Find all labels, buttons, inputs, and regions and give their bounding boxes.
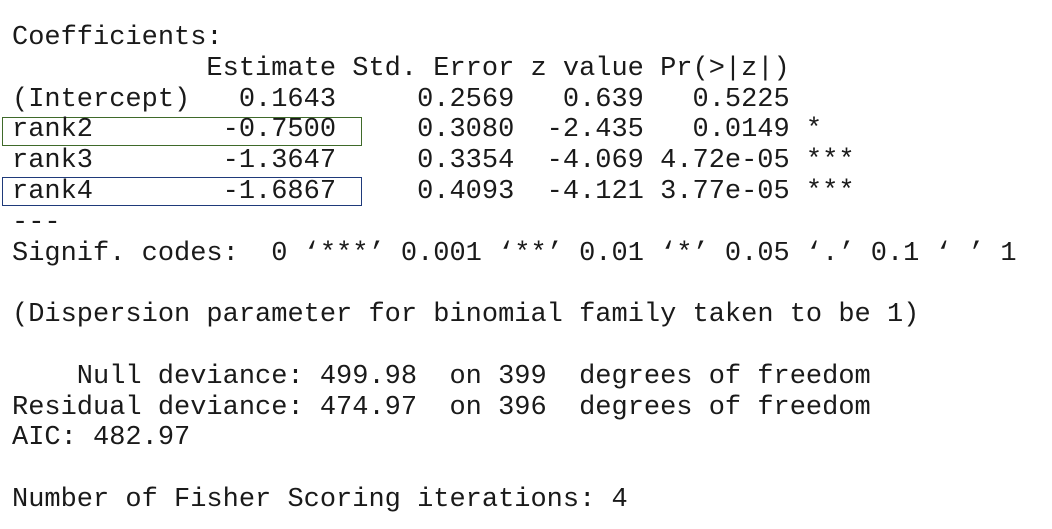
row-name: rank3 [12, 146, 94, 177]
column-header: z value [530, 53, 644, 84]
fisher-iterations: Number of Fisher Scoring iterations: 4 [12, 484, 628, 515]
dispersion: (Dispersion parameter for binomial famil… [12, 300, 920, 331]
cell: -0.7500 [222, 115, 337, 146]
cell: 0.5225 [692, 84, 790, 115]
cell: 0.3080 [417, 115, 515, 146]
table-row: rank2 -0.7500 0.3080 -2.435 0.0149 * [12, 115, 1017, 146]
cell: 0.1643 [238, 84, 337, 115]
signif-stars: *** [805, 146, 855, 177]
table-row: (Intercept) 0.1643 0.2569 0.639 0.5225 [12, 85, 1017, 116]
column-header: Pr(>|z|) [660, 53, 790, 84]
row-name: rank2 [12, 115, 94, 146]
cell: -1.3647 [222, 146, 337, 177]
cell: 0.639 [562, 84, 644, 115]
table-row: rank4 -1.6867 0.4093 -4.121 3.77e-05 *** [12, 177, 1017, 208]
cell: 3.77e-05 [660, 176, 790, 207]
cell: 0.0149 [692, 115, 790, 146]
table-row: rank3 -1.3647 0.3354 -4.069 4.72e-05 *** [12, 146, 1017, 177]
cell: -2.435 [546, 115, 644, 146]
table-header: Estimate Std. Error z value Pr(>|z|) [12, 54, 1017, 85]
column-header: Estimate [206, 53, 337, 84]
text-block: Coefficients: Estimate Std. Error z value P… [12, 23, 1017, 516]
blank [12, 269, 1017, 300]
highlight-box [2, 117, 362, 146]
column-header: Std. Error [352, 53, 515, 84]
blank [12, 454, 1017, 485]
cell: -4.069 [546, 146, 644, 177]
cell: -4.121 [546, 176, 644, 207]
table-body: (Intercept) 0.1643 0.2569 0.639 0.5225 rank2 -… [12, 85, 1017, 208]
separator: --- [12, 207, 61, 238]
cell: -1.6867 [222, 176, 337, 207]
signif-stars: * [805, 115, 823, 146]
cell: 0.2569 [417, 84, 515, 115]
heading: Coefficients: [12, 23, 223, 53]
row-name: rank4 [12, 176, 94, 207]
cell: 0.4093 [417, 176, 515, 207]
null-deviance: Null deviance: 499.98 on 399 degrees of … [76, 361, 871, 392]
blank [12, 331, 1017, 362]
row-name: (Intercept) [12, 84, 191, 115]
cell: 0.3354 [417, 146, 515, 177]
aic: AIC: 482.97 [12, 423, 191, 454]
cell: 4.72e-05 [660, 146, 790, 177]
residual-deviance: Residual deviance: 474.97 on 396 degrees… [12, 392, 871, 423]
signif-codes: Signif. codes: 0 ‘***’ 0.001 ‘**’ 0.01 ‘… [12, 238, 1017, 269]
signif-stars: *** [805, 176, 855, 207]
highlight-box [2, 177, 362, 206]
